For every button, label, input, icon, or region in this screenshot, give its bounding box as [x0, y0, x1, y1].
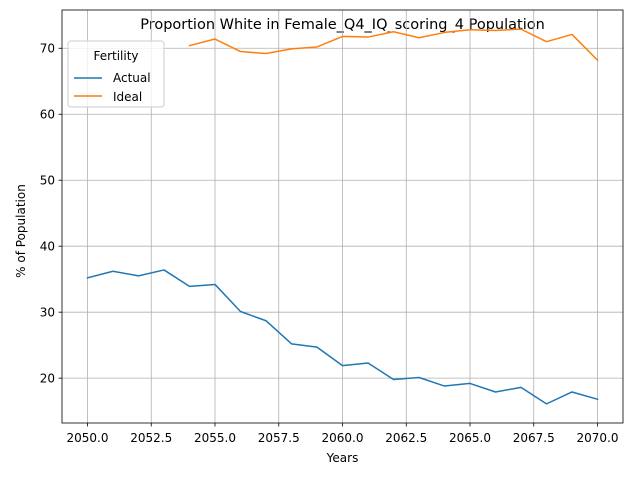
x-tick-label: 2055.0 [194, 431, 236, 445]
x-tick-label: 2062.5 [385, 431, 427, 445]
y-tick-label: 40 [40, 239, 55, 253]
series-line-actual [86, 269, 599, 405]
legend: Fertility Actual Ideal [67, 40, 165, 108]
y-axis-ticks: 20 30 40 50 60 70 [40, 42, 62, 385]
y-tick-label: 50 [40, 174, 55, 188]
y-tick-label: 30 [40, 305, 55, 319]
x-tick-label: 2060.0 [322, 431, 364, 445]
series-line-ideal [188, 28, 599, 62]
x-tick-label: 2065.0 [449, 431, 491, 445]
x-axis-ticks: 2050.0 2052.5 2055.0 2057.5 2060.0 2062.5 2065… [67, 423, 619, 445]
y-axis-label: % of Population [14, 184, 28, 278]
x-axis-label: Years [326, 451, 359, 465]
legend-title: Fertility [93, 49, 138, 63]
y-tick-label: 60 [40, 108, 55, 122]
x-tick-label: 2057.5 [258, 431, 300, 445]
x-tick-label: 2070.0 [577, 431, 619, 445]
legend-label-ideal: Ideal [113, 90, 142, 104]
series-lines [86, 28, 599, 405]
legend-box [67, 40, 165, 108]
y-tick-label: 70 [40, 42, 55, 56]
x-tick-label: 2052.5 [130, 431, 172, 445]
y-tick-label: 20 [40, 371, 55, 385]
grid-lines [62, 10, 623, 423]
x-tick-label: 2050.0 [67, 431, 109, 445]
legend-label-actual: Actual [113, 71, 151, 85]
x-tick-label: 2067.5 [513, 431, 555, 445]
